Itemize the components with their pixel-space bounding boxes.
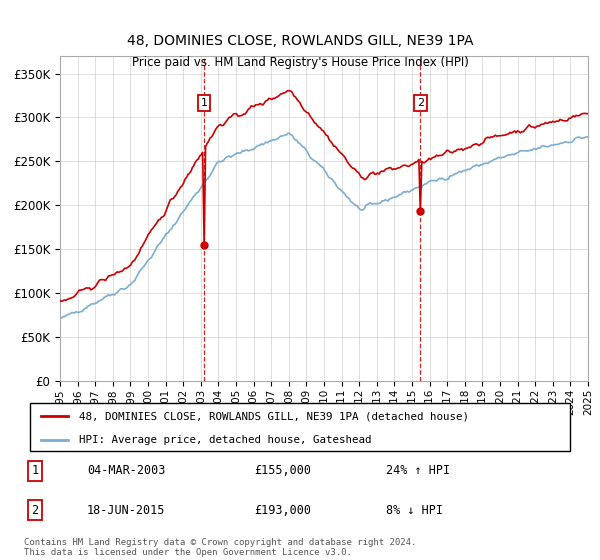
Text: 48, DOMINIES CLOSE, ROWLANDS GILL, NE39 1PA (detached house): 48, DOMINIES CLOSE, ROWLANDS GILL, NE39 … bbox=[79, 411, 469, 421]
Text: HPI: Average price, detached house, Gateshead: HPI: Average price, detached house, Gate… bbox=[79, 435, 371, 445]
Text: 1: 1 bbox=[200, 98, 208, 108]
Text: 2: 2 bbox=[417, 98, 424, 108]
Text: Contains HM Land Registry data © Crown copyright and database right 2024.
This d: Contains HM Land Registry data © Crown c… bbox=[24, 538, 416, 557]
Text: 2: 2 bbox=[31, 503, 38, 516]
Text: 24% ↑ HPI: 24% ↑ HPI bbox=[386, 464, 451, 477]
Text: 04-MAR-2003: 04-MAR-2003 bbox=[87, 464, 165, 477]
FancyBboxPatch shape bbox=[30, 403, 570, 451]
Text: 48, DOMINIES CLOSE, ROWLANDS GILL, NE39 1PA: 48, DOMINIES CLOSE, ROWLANDS GILL, NE39 … bbox=[127, 34, 473, 48]
Text: 18-JUN-2015: 18-JUN-2015 bbox=[87, 503, 165, 516]
Text: 1: 1 bbox=[31, 464, 38, 477]
Text: £193,000: £193,000 bbox=[254, 503, 311, 516]
Text: Price paid vs. HM Land Registry's House Price Index (HPI): Price paid vs. HM Land Registry's House … bbox=[131, 56, 469, 69]
Text: £155,000: £155,000 bbox=[254, 464, 311, 477]
Text: 8% ↓ HPI: 8% ↓ HPI bbox=[386, 503, 443, 516]
